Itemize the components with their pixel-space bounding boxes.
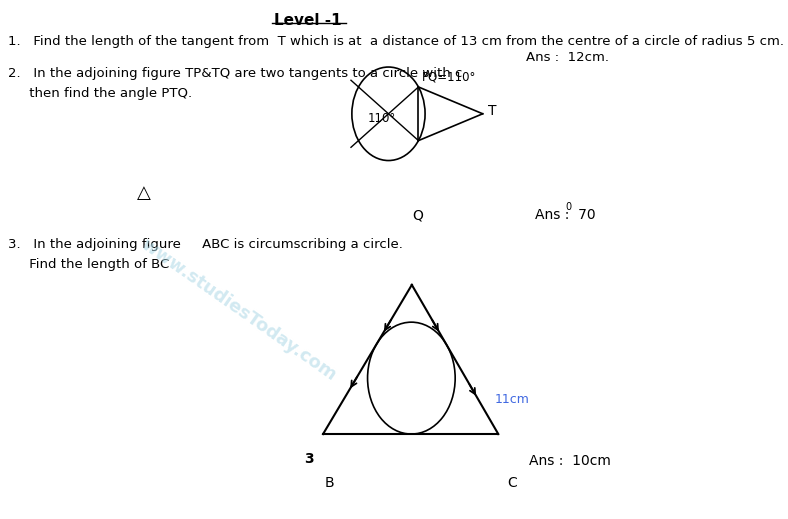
Text: B: B — [325, 476, 334, 490]
Text: 3: 3 — [304, 452, 314, 466]
Text: T: T — [488, 104, 496, 118]
Text: Ans :  12cm.: Ans : 12cm. — [526, 51, 609, 64]
Text: 3.   In the adjoining figure     ABC is circumscribing a circle.: 3. In the adjoining figure ABC is circum… — [8, 238, 403, 251]
Text: △: △ — [137, 184, 151, 202]
Text: Ans :  70: Ans : 70 — [535, 208, 596, 222]
Text: C: C — [507, 476, 517, 490]
Text: 110°: 110° — [368, 112, 396, 125]
Text: Q: Q — [413, 208, 423, 222]
Text: 1.   Find the length of the tangent from  T which is at  a distance of 13 cm fro: 1. Find the length of the tangent from T… — [8, 35, 783, 48]
Text: Find the length of BC: Find the length of BC — [8, 258, 169, 271]
Text: then find the angle PTQ.: then find the angle PTQ. — [8, 87, 191, 100]
Text: www.studiesToday.com: www.studiesToday.com — [138, 235, 340, 385]
Text: 2.   In the adjoining figure TP&TQ are two tangents to a circle with c: 2. In the adjoining figure TP&TQ are two… — [8, 67, 462, 80]
Text: 0: 0 — [565, 202, 571, 212]
Text: PQ=110°: PQ=110° — [422, 71, 477, 84]
Text: Ans :  10cm: Ans : 10cm — [530, 454, 611, 468]
Text: Level -1: Level -1 — [274, 13, 342, 29]
Text: 11cm: 11cm — [494, 393, 530, 406]
